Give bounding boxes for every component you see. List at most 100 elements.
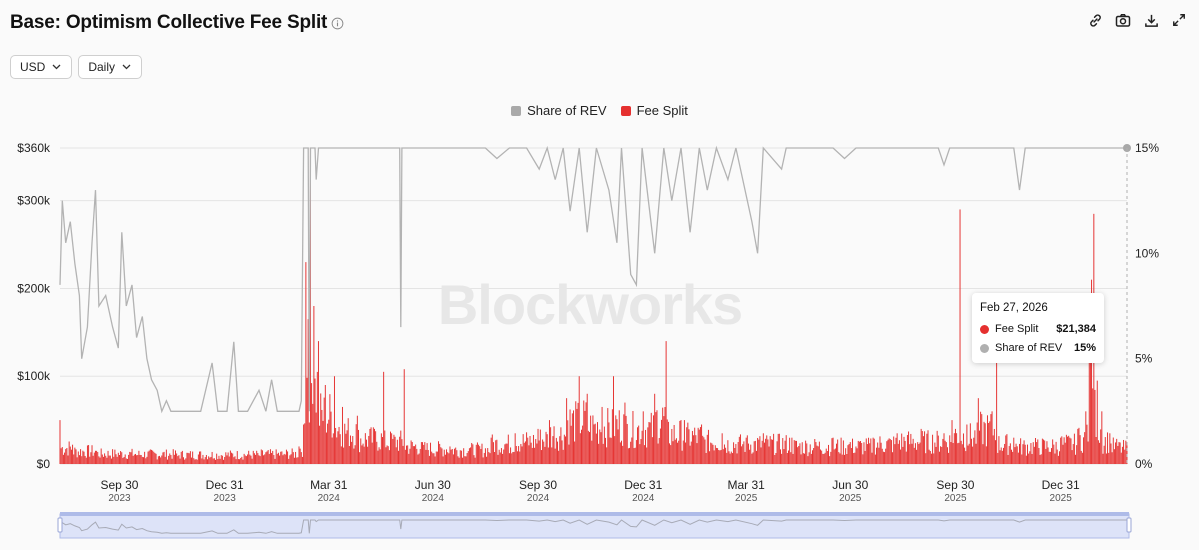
fee-split-bar [704,439,706,464]
fee-split-bar [61,447,63,464]
fee-split-bar [512,451,514,464]
fee-split-bar [610,437,612,464]
fee-split-bar [253,453,255,464]
fee-split-bar [1092,388,1094,464]
fee-split-bar [591,440,593,464]
interval-select[interactable]: Daily [78,55,143,79]
fee-split-bar [831,438,833,464]
fee-split-bar [108,455,110,464]
fee-split-bar [1011,449,1012,464]
fee-split-bar [967,445,969,464]
fee-split-bar [1048,451,1050,464]
fee-split-bar [459,450,461,464]
fee-split-bar [603,426,605,464]
fee-split-bar [877,442,879,464]
fee-split-bar [895,437,897,464]
legend-label-fee-split: Fee Split [636,103,688,118]
fee-split-bar [332,433,334,464]
fee-split-bar [329,394,331,464]
fee-split-bar [259,456,261,464]
fee-split-bar [303,424,305,464]
fee-split-bar [481,443,483,464]
fee-split-bar [352,436,354,464]
fee-split-bar [260,449,262,464]
legend-item-fee-split[interactable]: Fee Split [620,103,688,118]
fee-split-bar [880,442,882,464]
fee-split-bar [192,451,194,464]
fee-split-bar [637,427,639,464]
fee-split-bar [1036,442,1038,464]
fee-split-bar [301,456,303,464]
fee-split-bar [657,443,659,464]
fee-split-bar [717,448,719,464]
fee-split-bar [698,429,700,464]
fee-split-bar [69,446,71,464]
fee-split-bar [822,453,824,464]
fee-split-bar [654,393,656,464]
fee-split-bar [753,441,755,464]
fee-split-bar [225,452,227,464]
fee-split-bar [960,440,962,464]
fee-split-bar [865,438,867,464]
fee-split-bar [193,458,195,464]
fee-split-bar [141,456,143,464]
fee-split-bar [349,435,351,464]
fee-split-bar [226,455,228,464]
fee-split-bar [427,450,429,464]
fee-split-bar [284,454,286,464]
fee-split-bar [299,448,301,464]
fee-split-bar [1073,433,1075,464]
download-icon[interactable] [1141,10,1161,30]
fee-split-bar [440,447,442,464]
fee-split-bar [802,453,804,464]
fee-split-bar [801,442,803,464]
link-icon[interactable] [1085,10,1105,30]
fee-split-bar [975,443,977,464]
fee-split-bar [1035,438,1036,464]
fee-split-bar [930,453,932,464]
fee-split-bar [530,442,532,464]
fee-split-bar [837,439,839,464]
fee-split-bar [807,456,809,464]
fee-split-bar [207,459,209,464]
fee-split-bar [490,437,492,464]
fee-split-bar [167,459,168,464]
fee-split-bar [1071,450,1073,464]
fee-split-bar [217,459,219,464]
fee-split-bar [896,433,898,464]
fee-split-bar [482,457,484,464]
info-icon[interactable] [331,17,344,30]
fee-split-bar [952,442,954,464]
fee-split-bar [1075,454,1077,464]
currency-select[interactable]: USD [10,55,73,79]
fee-split-bar [159,455,160,464]
fee-split-bar [327,423,329,464]
fee-split-bar [292,452,294,464]
fee-split-bar [989,421,991,464]
fee-split-bar [613,376,614,464]
fee-split-bar [861,442,863,464]
fee-split-bar [969,423,971,464]
fee-split-bar [129,451,131,464]
fee-split-bar [762,433,764,464]
expand-icon[interactable] [1169,10,1189,30]
fee-split-bar [738,436,740,464]
legend-item-share-of-rev[interactable]: Share of REV [511,103,607,118]
fee-split-bar [165,449,167,464]
fee-split-bar [1051,448,1052,464]
fee-split-bar [679,420,681,464]
fee-split-bar [81,456,83,464]
fee-split-bar [845,448,847,464]
fee-split-bar [833,449,835,464]
fee-split-bar [976,422,978,464]
fee-split-bar [563,434,565,464]
fee-split-bar [72,444,74,464]
camera-icon[interactable] [1113,10,1133,30]
fee-split-bar [431,451,433,464]
fee-split-bar [243,453,245,464]
fee-split-bar [1057,455,1059,464]
fee-split-bar [977,398,979,464]
fee-split-bar [1102,453,1104,464]
fee-split-bar [570,425,572,464]
